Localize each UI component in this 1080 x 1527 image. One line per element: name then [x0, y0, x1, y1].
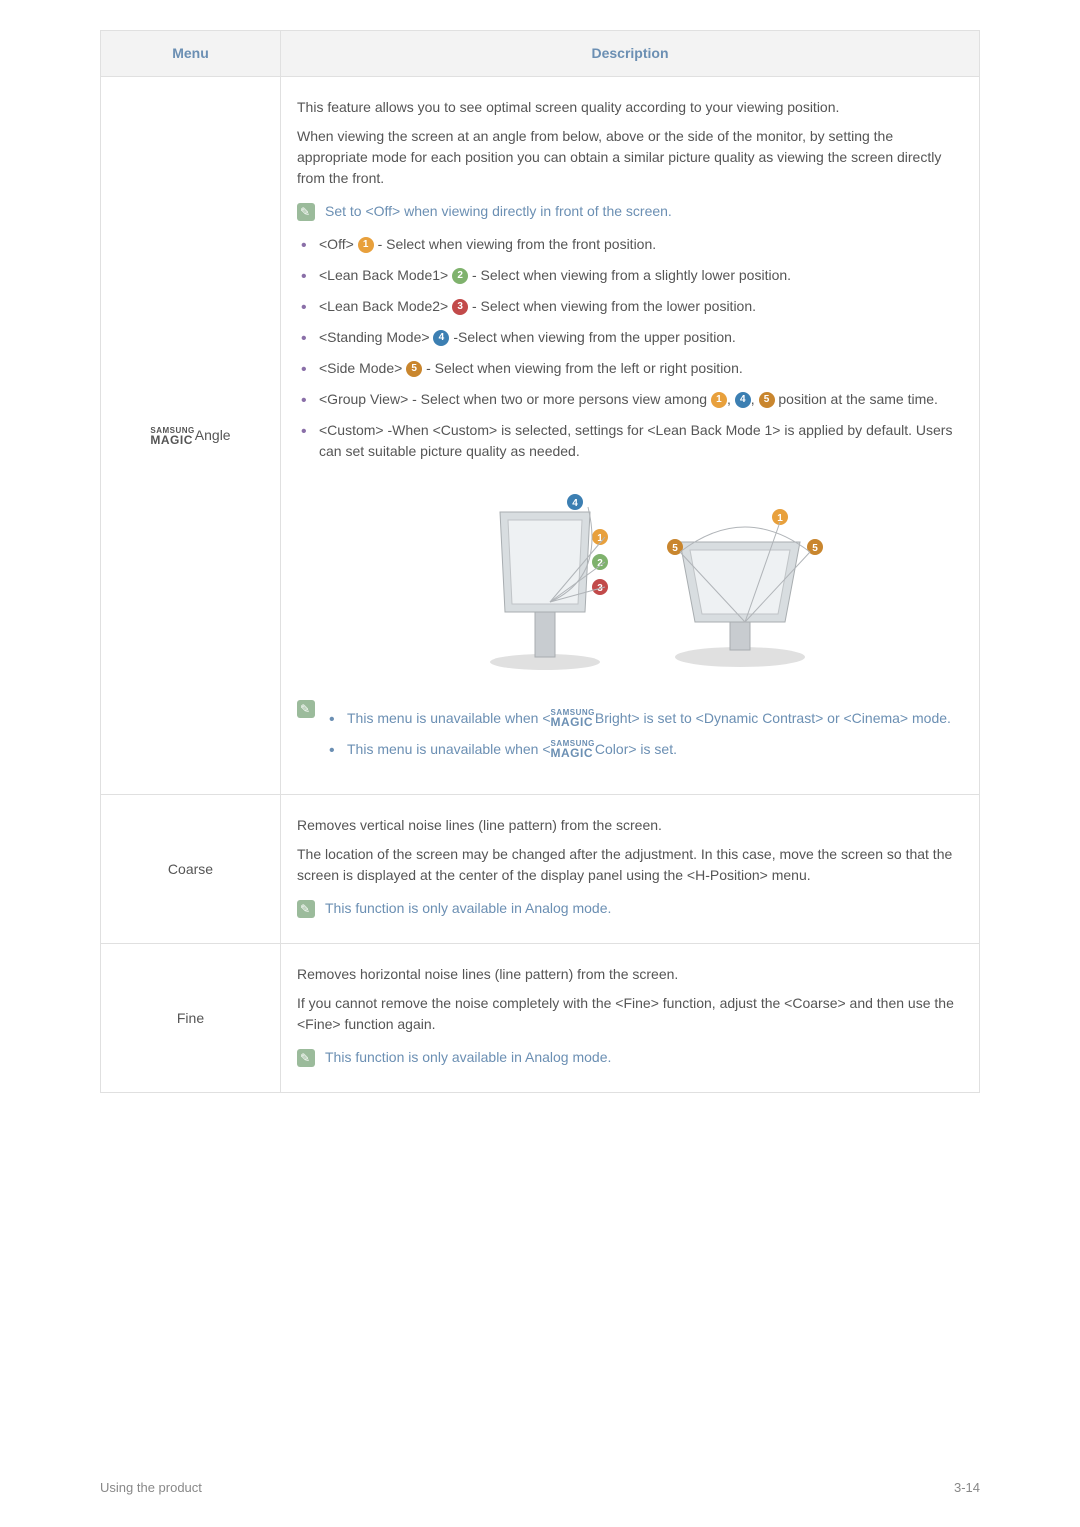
note-coarse-text: This function is only available in Analo… — [325, 898, 611, 919]
samsung-magic-logo: SAMSUNGMAGIC — [551, 709, 595, 728]
note-fine: This function is only available in Analo… — [297, 1047, 963, 1068]
note-fine-text: This function is only available in Analo… — [325, 1047, 611, 1068]
menu-description-table: Menu Description SAMSUNG MAGIC Angle Thi… — [100, 30, 980, 1093]
list-item: <Group View> - Select when two or more p… — [297, 389, 963, 410]
menu-angle: SAMSUNG MAGIC Angle — [101, 77, 281, 795]
badge-1-icon: 1 — [711, 392, 727, 408]
list-item: <Lean Back Mode2> 3 - Select when viewin… — [297, 296, 963, 317]
angle-intro2: When viewing the screen at an angle from… — [297, 126, 963, 189]
note-off-text: Set to <Off> when viewing directly in fr… — [325, 201, 672, 222]
list-item: <Custom> -When <Custom> is selected, set… — [297, 420, 963, 462]
list-item: <Off> 1 - Select when viewing from the f… — [297, 234, 963, 255]
list-item: <Lean Back Mode1> 2 - Select when viewin… — [297, 265, 963, 286]
samsung-magic-logo: SAMSUNGMAGIC — [551, 740, 595, 759]
desc-fine: Removes horizontal noise lines (line pat… — [281, 944, 980, 1093]
note-coarse: This function is only available in Analo… — [297, 898, 963, 919]
fine-p1: Removes horizontal noise lines (line pat… — [297, 964, 963, 985]
coarse-p1: Removes vertical noise lines (line patte… — [297, 815, 963, 836]
list-item: This menu is unavailable when <SAMSUNGMA… — [325, 708, 951, 729]
table-row: Coarse Removes vertical noise lines (lin… — [101, 795, 980, 944]
page-footer: Using the product 3-14 — [100, 1478, 980, 1498]
svg-text:5: 5 — [672, 543, 678, 554]
angle-options-list: <Off> 1 - Select when viewing from the f… — [297, 234, 963, 462]
menu-angle-label: Angle — [195, 427, 231, 443]
samsung-magic-logo: SAMSUNG MAGIC — [150, 427, 194, 446]
badge-4-icon: 4 — [433, 330, 449, 346]
note-icon — [297, 1049, 315, 1067]
table-row: Fine Removes horizontal noise lines (lin… — [101, 944, 980, 1093]
angle-diagram: 4 1 2 3 — [297, 482, 963, 678]
footer-left: Using the product — [100, 1478, 202, 1498]
note-icon — [297, 900, 315, 918]
badge-2-icon: 2 — [452, 268, 468, 284]
coarse-p2: The location of the screen may be change… — [297, 844, 963, 886]
svg-text:4: 4 — [572, 498, 578, 509]
menu-coarse: Coarse — [101, 795, 281, 944]
badge-5-icon: 5 — [406, 361, 422, 377]
badge-4-icon: 4 — [735, 392, 751, 408]
svg-text:5: 5 — [812, 543, 818, 554]
desc-angle: This feature allows you to see optimal s… — [281, 77, 980, 795]
note-icon — [297, 203, 315, 221]
header-description: Description — [281, 31, 980, 77]
header-menu: Menu — [101, 31, 281, 77]
badge-5-icon: 5 — [759, 392, 775, 408]
fine-p2: If you cannot remove the noise completel… — [297, 993, 963, 1035]
note-unavailable: This menu is unavailable when <SAMSUNGMA… — [297, 698, 963, 770]
note-icon — [297, 700, 315, 718]
footer-right: 3-14 — [954, 1478, 980, 1498]
monitor-angle-diagram-icon: 4 1 2 3 — [420, 482, 840, 672]
unavailable-list: This menu is unavailable when <SAMSUNGMA… — [325, 698, 951, 770]
desc-coarse: Removes vertical noise lines (line patte… — [281, 795, 980, 944]
badge-3-icon: 3 — [452, 299, 468, 315]
list-item: This menu is unavailable when <SAMSUNGMA… — [325, 739, 951, 760]
table-row: SAMSUNG MAGIC Angle This feature allows … — [101, 77, 980, 795]
badge-1-icon: 1 — [358, 237, 374, 253]
list-item: <Side Mode> 5 - Select when viewing from… — [297, 358, 963, 379]
list-item: <Standing Mode> 4 -Select when viewing f… — [297, 327, 963, 348]
menu-fine: Fine — [101, 944, 281, 1093]
angle-intro1: This feature allows you to see optimal s… — [297, 97, 963, 118]
note-off: Set to <Off> when viewing directly in fr… — [297, 201, 963, 222]
